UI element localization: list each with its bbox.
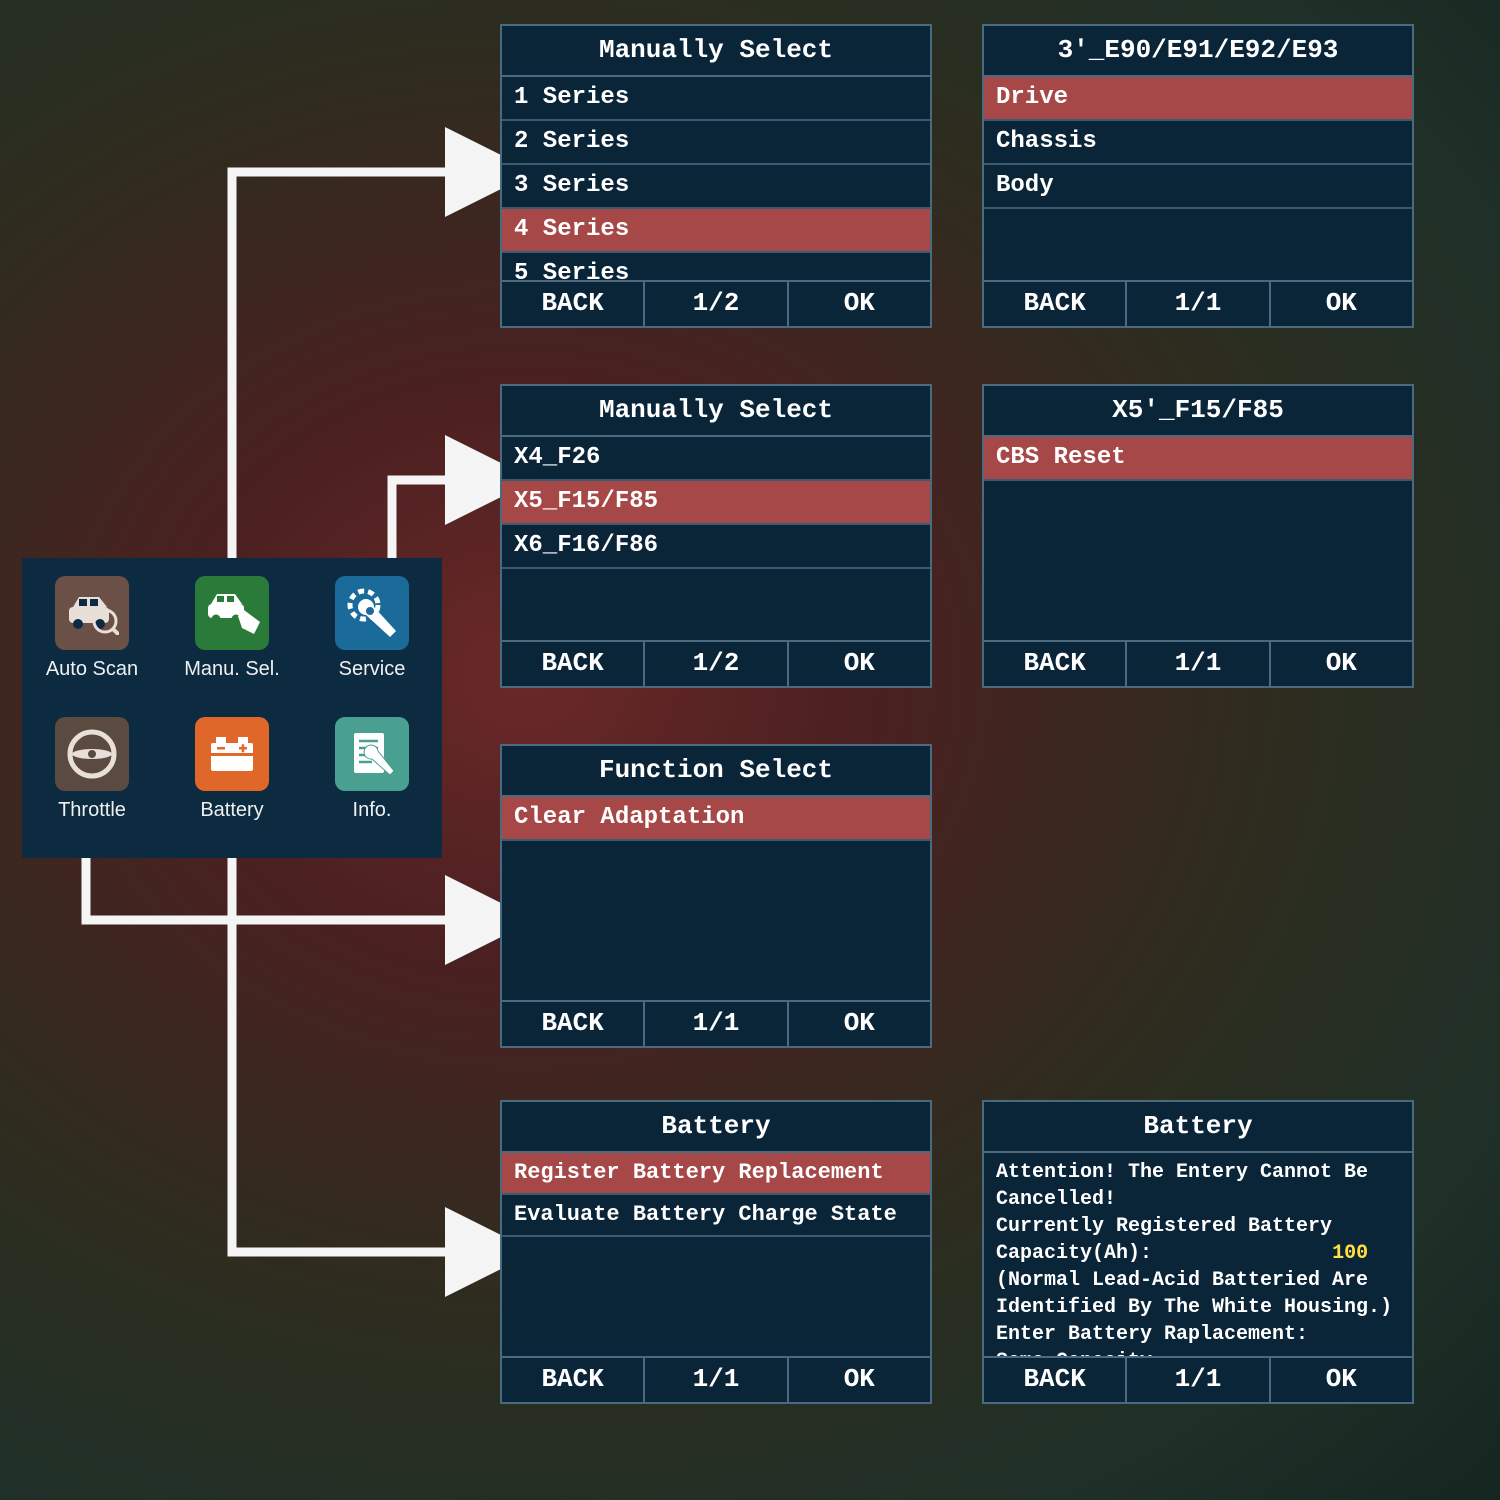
ok-button[interactable]: OK <box>789 1002 930 1046</box>
panel-body: 1 Series 2 Series 3 Series 4 Series 5 Se… <box>502 77 930 280</box>
list-item[interactable]: X6_F16/F86 <box>502 525 930 569</box>
list-item[interactable]: Clear Adaptation <box>502 797 930 841</box>
list-item[interactable]: Drive <box>984 77 1412 121</box>
menu-label: Info. <box>353 799 392 822</box>
list-item[interactable]: X5_F15/F85 <box>502 481 930 525</box>
panel-title: Manually Select <box>502 386 930 437</box>
panel-title: Battery <box>984 1102 1412 1153</box>
page-indicator: 1/1 <box>645 1002 788 1046</box>
battery-icon <box>195 717 269 791</box>
panel-e90-systems: 3'_E90/E91/E92/E93 Drive Chassis Body BA… <box>982 24 1414 328</box>
panel-manually-select-series: Manually Select 1 Series 2 Series 3 Seri… <box>500 24 932 328</box>
ok-button[interactable]: OK <box>789 1358 930 1402</box>
ok-button[interactable]: OK <box>1271 282 1412 326</box>
menu-item-manusel[interactable]: Manu. Sel. <box>176 576 288 707</box>
list-item[interactable]: 3 Series <box>502 165 930 209</box>
ok-button[interactable]: OK <box>1271 1358 1412 1402</box>
menu-item-service[interactable]: Service <box>316 576 428 707</box>
list-item[interactable]: Chassis <box>984 121 1412 165</box>
panel-title: 3'_E90/E91/E92/E93 <box>984 26 1412 77</box>
ok-button[interactable]: OK <box>789 642 930 686</box>
car-scan-icon <box>55 576 129 650</box>
ok-button[interactable]: OK <box>789 282 930 326</box>
panel-body: Attention! The Entery Cannot Be Cancelle… <box>984 1153 1412 1356</box>
panel-title: Battery <box>502 1102 930 1153</box>
list-item[interactable]: 1 Series <box>502 77 930 121</box>
page-indicator: 1/2 <box>645 642 788 686</box>
menu-label: Auto Scan <box>46 658 138 681</box>
panel-body: X4_F26 X5_F15/F85 X6_F16/F86 <box>502 437 930 640</box>
menu-item-throttle[interactable]: Throttle <box>36 717 148 848</box>
back-button[interactable]: BACK <box>502 1002 645 1046</box>
list-item[interactable]: Body <box>984 165 1412 209</box>
panel-battery-info: Battery Attention! The Entery Cannot Be … <box>982 1100 1414 1404</box>
battery-info-text: Attention! The Entery Cannot Be Cancelle… <box>984 1153 1412 1356</box>
menu-label: Throttle <box>58 799 126 822</box>
panel-manually-select-xmodels: Manually Select X4_F26 X5_F15/F85 X6_F16… <box>500 384 932 688</box>
ok-button[interactable]: OK <box>1271 642 1412 686</box>
list-item[interactable]: X4_F26 <box>502 437 930 481</box>
panel-footer: BACK 1/2 OK <box>502 640 930 686</box>
panel-function-select: Function Select Clear Adaptation BACK 1/… <box>500 744 932 1048</box>
panel-title: X5'_F15/F85 <box>984 386 1412 437</box>
back-button[interactable]: BACK <box>984 642 1127 686</box>
panel-footer: BACK 1/1 OK <box>502 1356 930 1402</box>
panel-body: Register Battery Replacement Evaluate Ba… <box>502 1153 930 1356</box>
back-button[interactable]: BACK <box>984 1358 1127 1402</box>
panel-footer: BACK 1/2 OK <box>502 280 930 326</box>
panel-title: Function Select <box>502 746 930 797</box>
menu-item-autoscan[interactable]: Auto Scan <box>36 576 148 707</box>
panel-x5-service: X5'_F15/F85 CBS Reset BACK 1/1 OK <box>982 384 1414 688</box>
menu-item-battery[interactable]: Battery <box>176 717 288 848</box>
page-indicator: 1/1 <box>1127 642 1270 686</box>
info-doc-icon <box>335 717 409 791</box>
panel-battery-menu: Battery Register Battery Replacement Eva… <box>500 1100 932 1404</box>
throttle-icon <box>55 717 129 791</box>
panel-body: CBS Reset <box>984 437 1412 640</box>
back-button[interactable]: BACK <box>502 642 645 686</box>
list-item[interactable]: Evaluate Battery Charge State <box>502 1195 930 1237</box>
menu-label: Manu. Sel. <box>184 658 280 681</box>
page-indicator: 1/1 <box>645 1358 788 1402</box>
panel-title: Manually Select <box>502 26 930 77</box>
panel-footer: BACK 1/1 OK <box>502 1000 930 1046</box>
list-item[interactable]: 5 Series <box>502 253 930 280</box>
list-item[interactable]: Register Battery Replacement <box>502 1153 930 1195</box>
back-button[interactable]: BACK <box>502 1358 645 1402</box>
back-button[interactable]: BACK <box>984 282 1127 326</box>
list-item[interactable]: 2 Series <box>502 121 930 165</box>
panel-footer: BACK 1/1 OK <box>984 280 1412 326</box>
wrench-gear-icon <box>335 576 409 650</box>
panel-footer: BACK 1/1 OK <box>984 640 1412 686</box>
menu-item-info[interactable]: Info. <box>316 717 428 848</box>
menu-label: Service <box>339 658 406 681</box>
menu-label: Battery <box>200 799 263 822</box>
list-item[interactable]: CBS Reset <box>984 437 1412 481</box>
back-button[interactable]: BACK <box>502 282 645 326</box>
panel-body: Drive Chassis Body <box>984 77 1412 280</box>
page-indicator: 1/2 <box>645 282 788 326</box>
page-indicator: 1/1 <box>1127 1358 1270 1402</box>
panel-body: Clear Adaptation <box>502 797 930 1000</box>
page-indicator: 1/1 <box>1127 282 1270 326</box>
panel-footer: BACK 1/1 OK <box>984 1356 1412 1402</box>
car-hand-icon <box>195 576 269 650</box>
main-menu: Auto Scan Manu. Sel. Service <box>22 558 442 858</box>
list-item[interactable]: 4 Series <box>502 209 930 253</box>
capacity-value: 100 <box>1332 1242 1368 1265</box>
